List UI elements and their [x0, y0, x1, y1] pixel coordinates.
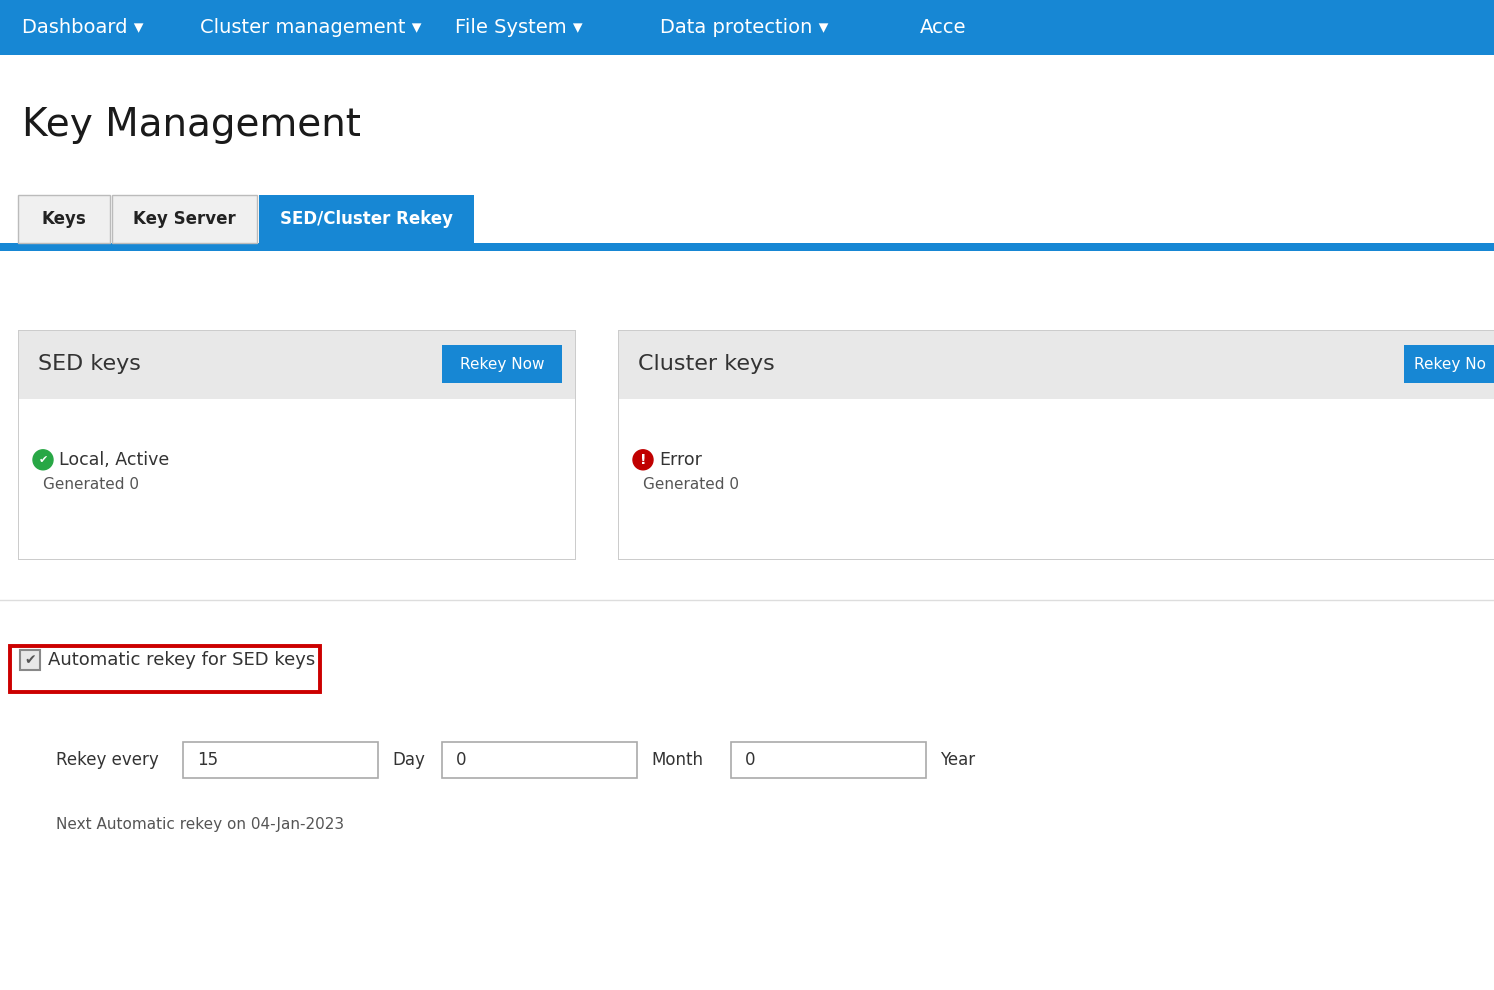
Text: Month: Month [651, 751, 704, 769]
Text: Year: Year [940, 751, 976, 769]
FancyBboxPatch shape [19, 331, 575, 399]
Text: ✔: ✔ [39, 454, 48, 464]
Text: Generated 0: Generated 0 [642, 477, 740, 492]
Text: Rekey Now: Rekey Now [460, 356, 544, 371]
FancyBboxPatch shape [442, 345, 562, 383]
Text: Automatic rekey for SED keys: Automatic rekey for SED keys [48, 651, 315, 669]
Text: Error: Error [659, 450, 702, 469]
Text: Key Management: Key Management [22, 106, 362, 144]
Text: Generated 0: Generated 0 [43, 477, 139, 492]
Text: Data protection ▾: Data protection ▾ [660, 18, 828, 37]
Text: 15: 15 [197, 751, 218, 769]
Text: !: ! [639, 452, 647, 467]
Text: Next Automatic rekey on 04-Jan-2023: Next Automatic rekey on 04-Jan-2023 [55, 818, 344, 833]
Text: SED/Cluster Rekey: SED/Cluster Rekey [279, 210, 453, 228]
Text: Rekey No: Rekey No [1413, 356, 1487, 371]
FancyBboxPatch shape [18, 330, 577, 560]
FancyBboxPatch shape [619, 331, 1494, 399]
Text: File System ▾: File System ▾ [456, 18, 583, 37]
FancyBboxPatch shape [1404, 345, 1494, 383]
Text: Rekey every: Rekey every [55, 751, 158, 769]
Text: Day: Day [391, 751, 424, 769]
Text: Dashboard ▾: Dashboard ▾ [22, 18, 143, 37]
Circle shape [633, 449, 653, 470]
Text: SED keys: SED keys [37, 354, 140, 374]
FancyBboxPatch shape [731, 742, 926, 778]
FancyBboxPatch shape [19, 399, 575, 559]
Text: Key Server: Key Server [133, 210, 236, 228]
Text: Local, Active: Local, Active [58, 450, 169, 469]
FancyBboxPatch shape [182, 742, 378, 778]
FancyBboxPatch shape [19, 650, 40, 670]
FancyBboxPatch shape [619, 399, 1494, 559]
Text: Keys: Keys [42, 210, 87, 228]
Circle shape [33, 449, 52, 470]
Text: Acce: Acce [920, 18, 967, 37]
FancyBboxPatch shape [0, 243, 1494, 251]
FancyBboxPatch shape [619, 330, 1494, 560]
Text: Cluster keys: Cluster keys [638, 354, 775, 374]
Text: 0: 0 [746, 751, 756, 769]
Text: Cluster management ▾: Cluster management ▾ [200, 18, 421, 37]
Text: 0: 0 [456, 751, 466, 769]
FancyBboxPatch shape [0, 0, 1494, 55]
FancyBboxPatch shape [112, 195, 257, 243]
Text: ✔: ✔ [24, 653, 36, 667]
FancyBboxPatch shape [442, 742, 636, 778]
FancyBboxPatch shape [18, 195, 111, 243]
FancyBboxPatch shape [258, 195, 474, 243]
